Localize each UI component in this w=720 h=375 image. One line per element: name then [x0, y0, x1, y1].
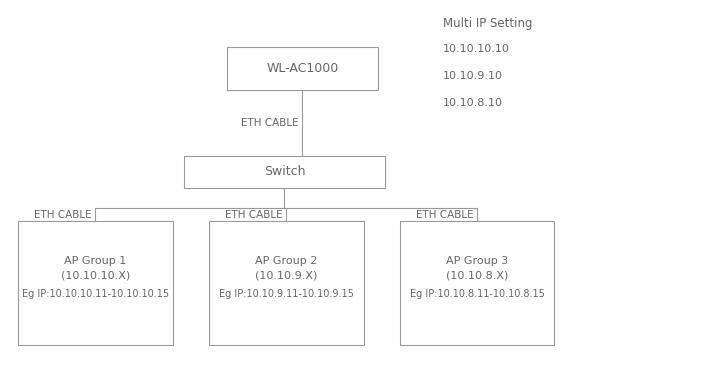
Text: AP Group 1: AP Group 1 [64, 256, 127, 266]
FancyBboxPatch shape [18, 221, 173, 345]
Text: 10.10.9.10: 10.10.9.10 [443, 71, 503, 81]
FancyBboxPatch shape [209, 221, 364, 345]
FancyBboxPatch shape [184, 156, 385, 188]
Text: AP Group 2: AP Group 2 [255, 256, 318, 266]
FancyBboxPatch shape [227, 47, 378, 90]
Text: WL-AC1000: WL-AC1000 [266, 62, 338, 75]
Text: 10.10.8.10: 10.10.8.10 [443, 98, 503, 108]
Text: AP Group 3: AP Group 3 [446, 256, 508, 266]
Text: 10.10.10.10: 10.10.10.10 [443, 44, 510, 54]
Text: Eg IP:10.10.10.11-10.10.10.15: Eg IP:10.10.10.11-10.10.10.15 [22, 290, 169, 299]
Text: ETH CABLE: ETH CABLE [241, 118, 299, 128]
Text: Eg IP:10.10.8.11-10.10.8.15: Eg IP:10.10.8.11-10.10.8.15 [410, 290, 544, 299]
Text: Eg IP:10.10.9.11-10.10.9.15: Eg IP:10.10.9.11-10.10.9.15 [219, 290, 354, 299]
Text: (10.10.9.X): (10.10.9.X) [255, 271, 318, 280]
FancyBboxPatch shape [400, 221, 554, 345]
Text: (10.10.8.X): (10.10.8.X) [446, 271, 508, 280]
Text: ETH CABLE: ETH CABLE [225, 210, 282, 220]
Text: Switch: Switch [264, 165, 305, 178]
Text: ETH CABLE: ETH CABLE [34, 210, 92, 220]
Text: Multi IP Setting: Multi IP Setting [443, 17, 532, 30]
Text: (10.10.10.X): (10.10.10.X) [60, 271, 130, 280]
Text: ETH CABLE: ETH CABLE [415, 210, 474, 220]
